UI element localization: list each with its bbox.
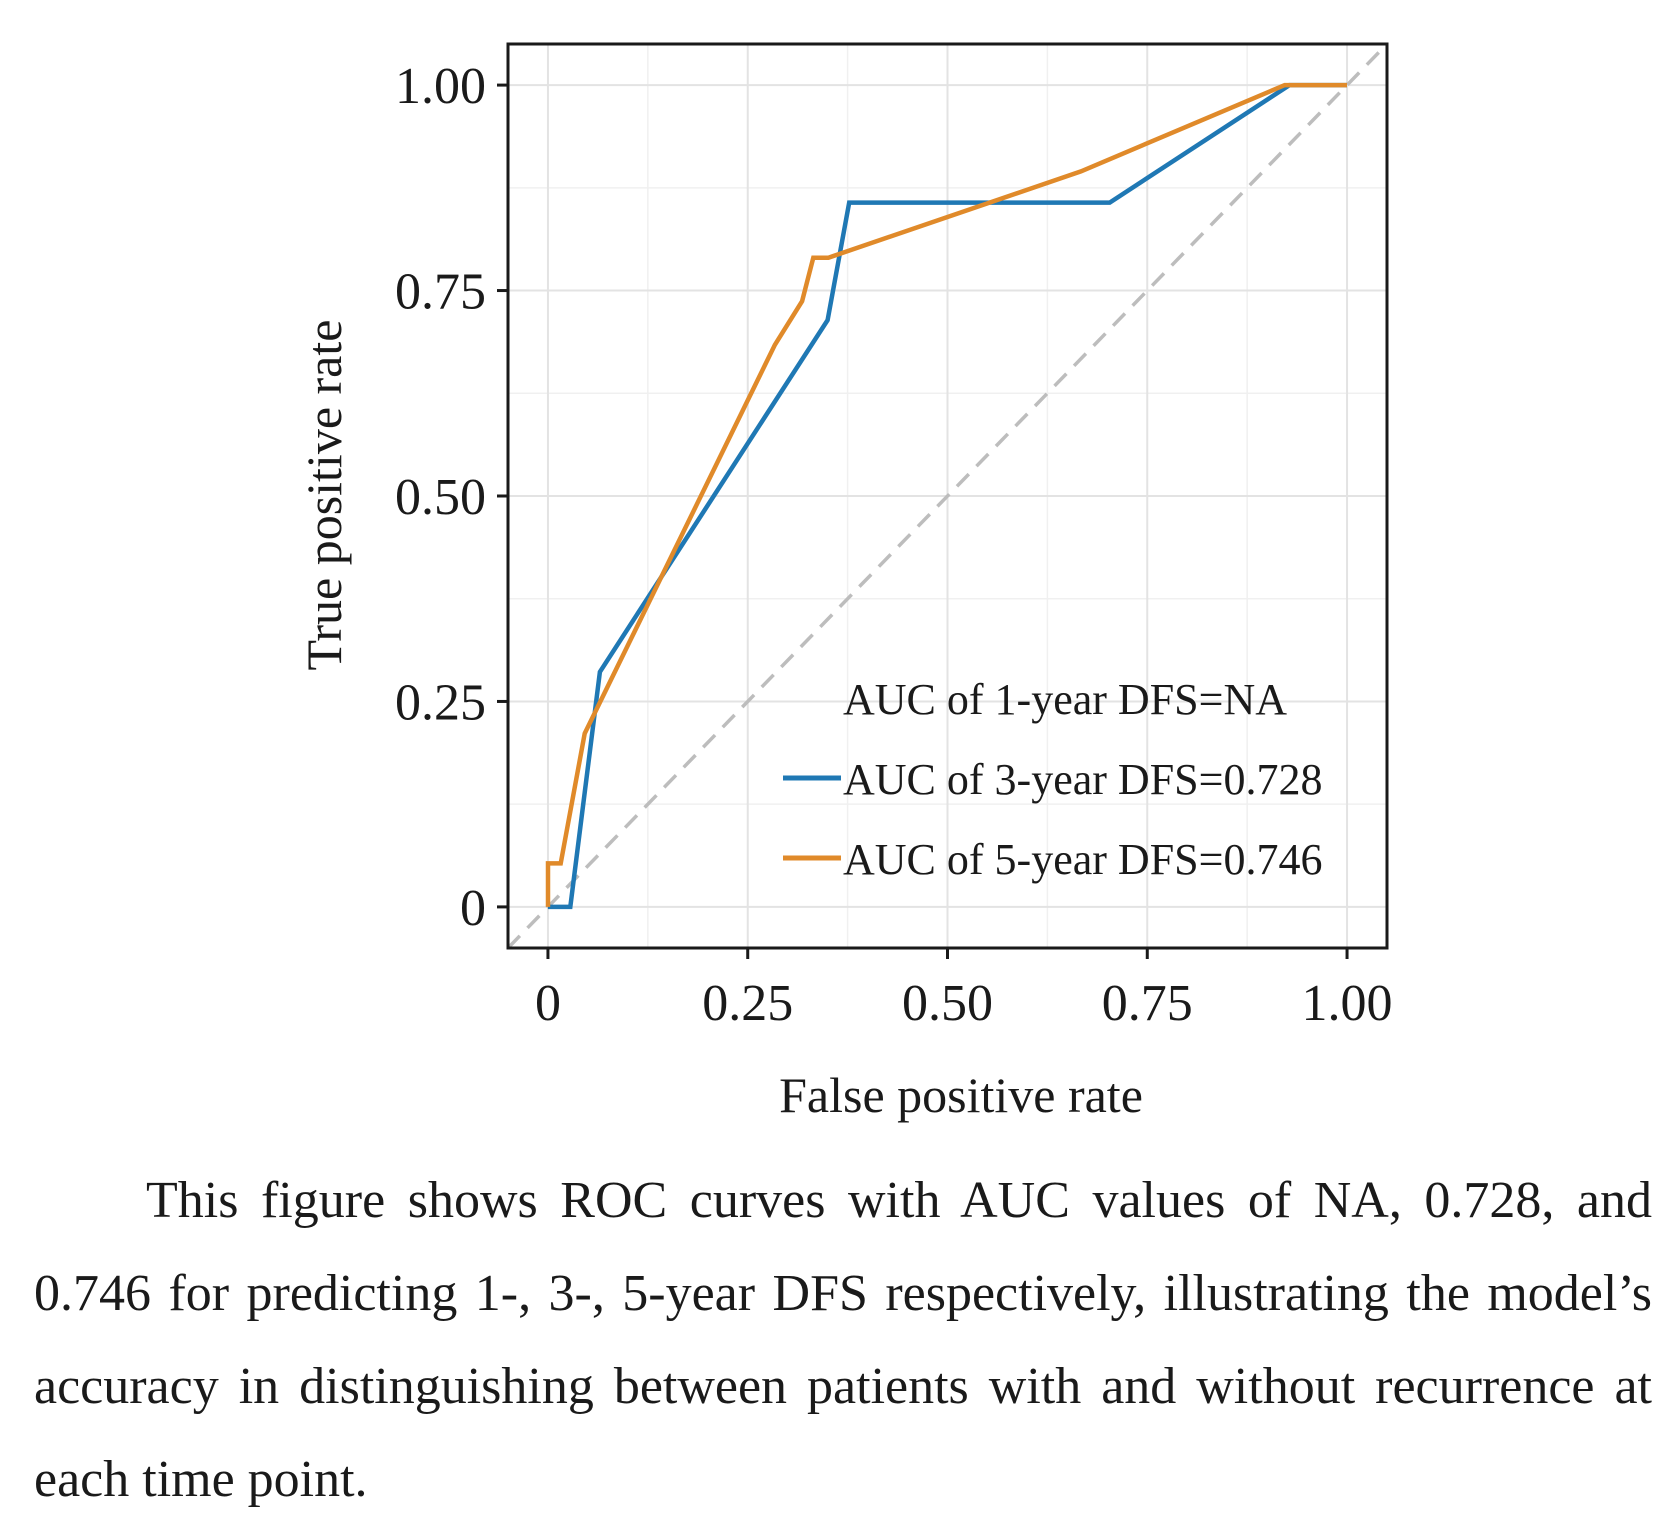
x-tick-label: 0.25 [702,975,793,1032]
series-line-2 [545,82,1347,907]
x-tick-label: 0 [535,975,561,1032]
figure-caption: This figure shows ROC curves with AUC va… [34,1172,1652,1508]
y-tick-label: 0.25 [395,674,486,731]
series-line-1 [548,82,1347,910]
y-tick-label: 1.00 [395,58,486,115]
reference-diagonal-line [506,42,1389,950]
x-axis: 0 0.25 0.50 0.75 1.00 [535,948,1393,1032]
legend-label-2: AUC of 3-year DFS=0.728 [843,755,1322,804]
x-tick-label: 0.50 [902,975,993,1032]
y-axis: 0 0.25 0.50 0.75 1.00 [395,58,508,937]
x-tick-label: 1.00 [1302,975,1393,1032]
series-layer [545,82,1347,910]
legend-label-3: AUC of 5-year DFS=0.746 [843,835,1322,884]
x-axis-label: False positive rate [779,1067,1143,1123]
legend: AUC of 1-year DFS=NA AUC of 3-year DFS=0.… [783,675,1322,884]
y-axis-label: True positive rate [296,320,352,671]
x-tick-label: 0.75 [1102,975,1193,1032]
y-tick-label: 0.50 [395,469,486,526]
y-tick-label: 0.75 [395,264,486,321]
grid [508,44,1387,948]
legend-label-1: AUC of 1-year DFS=NA [843,675,1287,724]
y-tick-label: 0 [460,880,486,937]
